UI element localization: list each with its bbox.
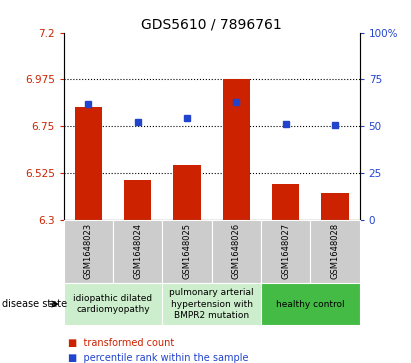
Text: ■  percentile rank within the sample: ■ percentile rank within the sample — [68, 352, 248, 363]
Text: healthy control: healthy control — [276, 299, 344, 309]
Text: GSM1648023: GSM1648023 — [84, 223, 93, 280]
Text: GSM1648028: GSM1648028 — [330, 223, 339, 280]
Bar — [173, 164, 201, 220]
Text: GSM1648025: GSM1648025 — [182, 223, 192, 280]
Bar — [223, 79, 250, 220]
Text: pulmonary arterial
hypertension with
BMPR2 mutation: pulmonary arterial hypertension with BMP… — [169, 289, 254, 319]
Text: disease state: disease state — [2, 299, 67, 309]
Text: GSM1648024: GSM1648024 — [133, 223, 142, 280]
Bar — [272, 184, 299, 220]
Title: GDS5610 / 7896761: GDS5610 / 7896761 — [141, 17, 282, 32]
Text: idiopathic dilated
cardiomyopathy: idiopathic dilated cardiomyopathy — [74, 294, 152, 314]
Bar — [124, 180, 151, 220]
Bar — [75, 107, 102, 220]
Text: GSM1648027: GSM1648027 — [281, 223, 290, 280]
Bar — [321, 193, 349, 220]
Text: GSM1648026: GSM1648026 — [232, 223, 241, 280]
Text: ■  transformed count: ■ transformed count — [68, 338, 174, 348]
